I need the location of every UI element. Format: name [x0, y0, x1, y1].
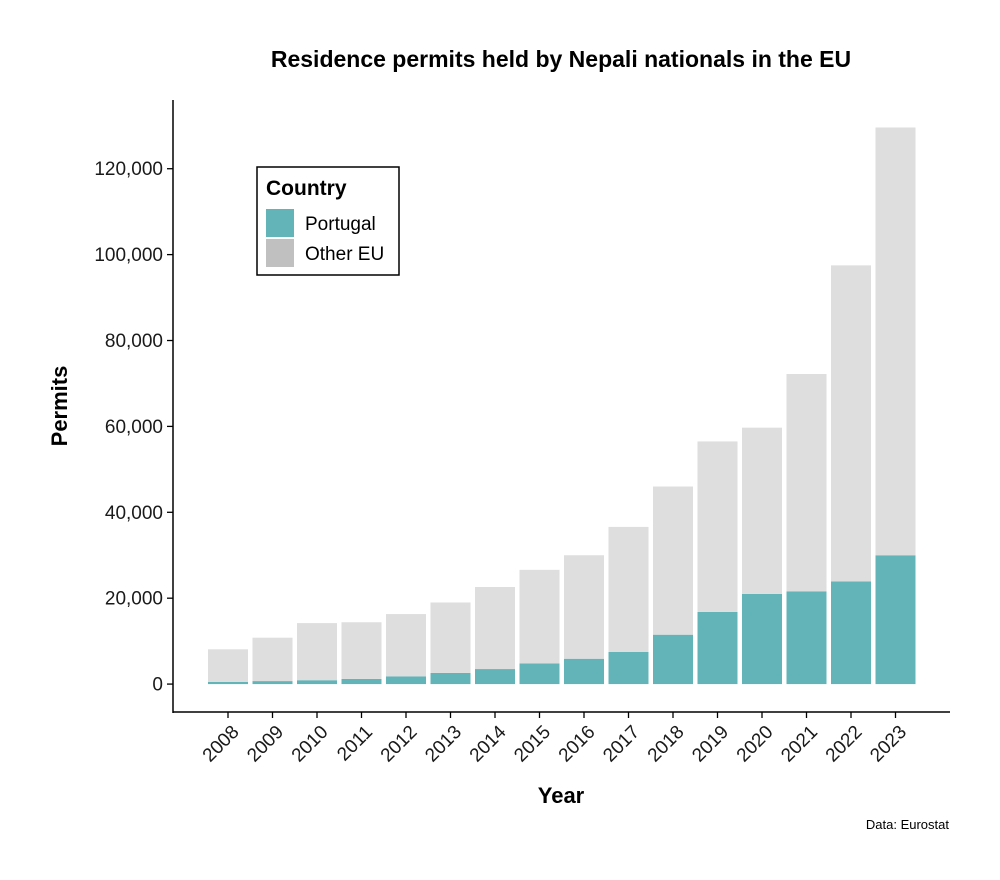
bar-other-eu-2010	[297, 623, 337, 681]
y-tick-label: 100,000	[94, 245, 163, 266]
legend-label-other-eu: Other EU	[305, 244, 384, 265]
bar-other-eu-2020	[742, 427, 782, 594]
bar-portugal-2023	[875, 555, 916, 685]
x-tick-label: 2014	[466, 721, 511, 766]
x-tick-label: 2016	[555, 722, 600, 767]
bar-other-eu-2011	[341, 622, 382, 679]
x-tick-label: 2011	[333, 722, 377, 766]
bar-portugal-2013	[430, 672, 471, 685]
legend: Country Portugal Other EU	[256, 166, 400, 276]
x-tick-label: 2021	[777, 722, 822, 767]
bars-group	[208, 127, 916, 685]
x-tick-label: 2012	[377, 722, 422, 767]
bar-other-eu-2018	[653, 486, 693, 635]
y-ticks-group: 0 20,000 40,000 60,000 80,000 100,000 120,000	[94, 159, 173, 696]
bar-other-eu-2021	[786, 374, 827, 592]
y-axis-title: Permits	[47, 366, 72, 447]
bar-other-eu-2015	[519, 569, 560, 664]
bar-other-eu-2019	[697, 441, 738, 612]
bar-portugal-2015	[519, 663, 560, 685]
x-axis-title: Year	[538, 783, 585, 808]
bar-portugal-2008	[208, 681, 248, 685]
bar-portugal-2017	[608, 651, 649, 685]
bar-other-eu-2017	[608, 526, 649, 652]
x-ticks-group: 2008 2009 2010 2011 2012 2013 2014 2015 2016 2017…	[199, 712, 911, 766]
bar-portugal-2020	[742, 593, 782, 685]
legend-swatch-other-eu	[266, 239, 294, 267]
y-tick-label: 20,000	[105, 589, 163, 610]
bar-portugal-2009	[252, 681, 293, 685]
bar-other-eu-2013	[430, 602, 471, 673]
bar-portugal-2019	[697, 611, 738, 685]
bar-other-eu-2016	[564, 555, 604, 659]
bar-other-eu-2012	[386, 614, 426, 677]
bar-portugal-2021	[786, 591, 827, 685]
bar-portugal-2010	[297, 680, 337, 685]
chart-title: Residence permits held by Nepali nationa…	[271, 46, 851, 72]
x-tick-label: 2008	[199, 722, 244, 767]
bar-other-eu-2014	[475, 587, 515, 670]
x-tick-label: 2009	[243, 722, 288, 767]
x-tick-label: 2013	[421, 722, 466, 767]
legend-swatch-portugal	[266, 209, 294, 237]
x-tick-label: 2015	[510, 722, 555, 767]
bar-other-eu-2023	[875, 127, 916, 556]
y-tick-label: 120,000	[94, 159, 163, 180]
bar-other-eu-2009	[252, 637, 293, 682]
x-tick-label: 2018	[644, 722, 689, 767]
caption: Data: Eurostat	[866, 817, 949, 832]
y-tick-label: 0	[152, 675, 163, 696]
bar-portugal-2018	[653, 634, 693, 685]
bar-portugal-2012	[386, 676, 426, 685]
bar-portugal-2022	[831, 581, 871, 685]
x-tick-label: 2022	[822, 722, 867, 767]
y-tick-label: 40,000	[105, 503, 163, 524]
legend-title: Country	[266, 177, 347, 200]
bar-portugal-2014	[475, 669, 515, 685]
x-tick-label: 2019	[688, 722, 733, 767]
bar-other-eu-2008	[208, 649, 248, 682]
y-tick-label: 60,000	[105, 417, 163, 438]
y-tick-label: 80,000	[105, 331, 163, 352]
x-tick-label: 2017	[599, 722, 644, 767]
bar-portugal-2011	[341, 678, 382, 685]
bar-portugal-2016	[564, 658, 604, 685]
x-tick-label: 2020	[733, 722, 778, 767]
x-tick-label: 2023	[866, 722, 911, 767]
x-tick-label: 2010	[288, 722, 333, 767]
legend-label-portugal: Portugal	[305, 214, 376, 235]
bar-other-eu-2022	[831, 265, 871, 582]
